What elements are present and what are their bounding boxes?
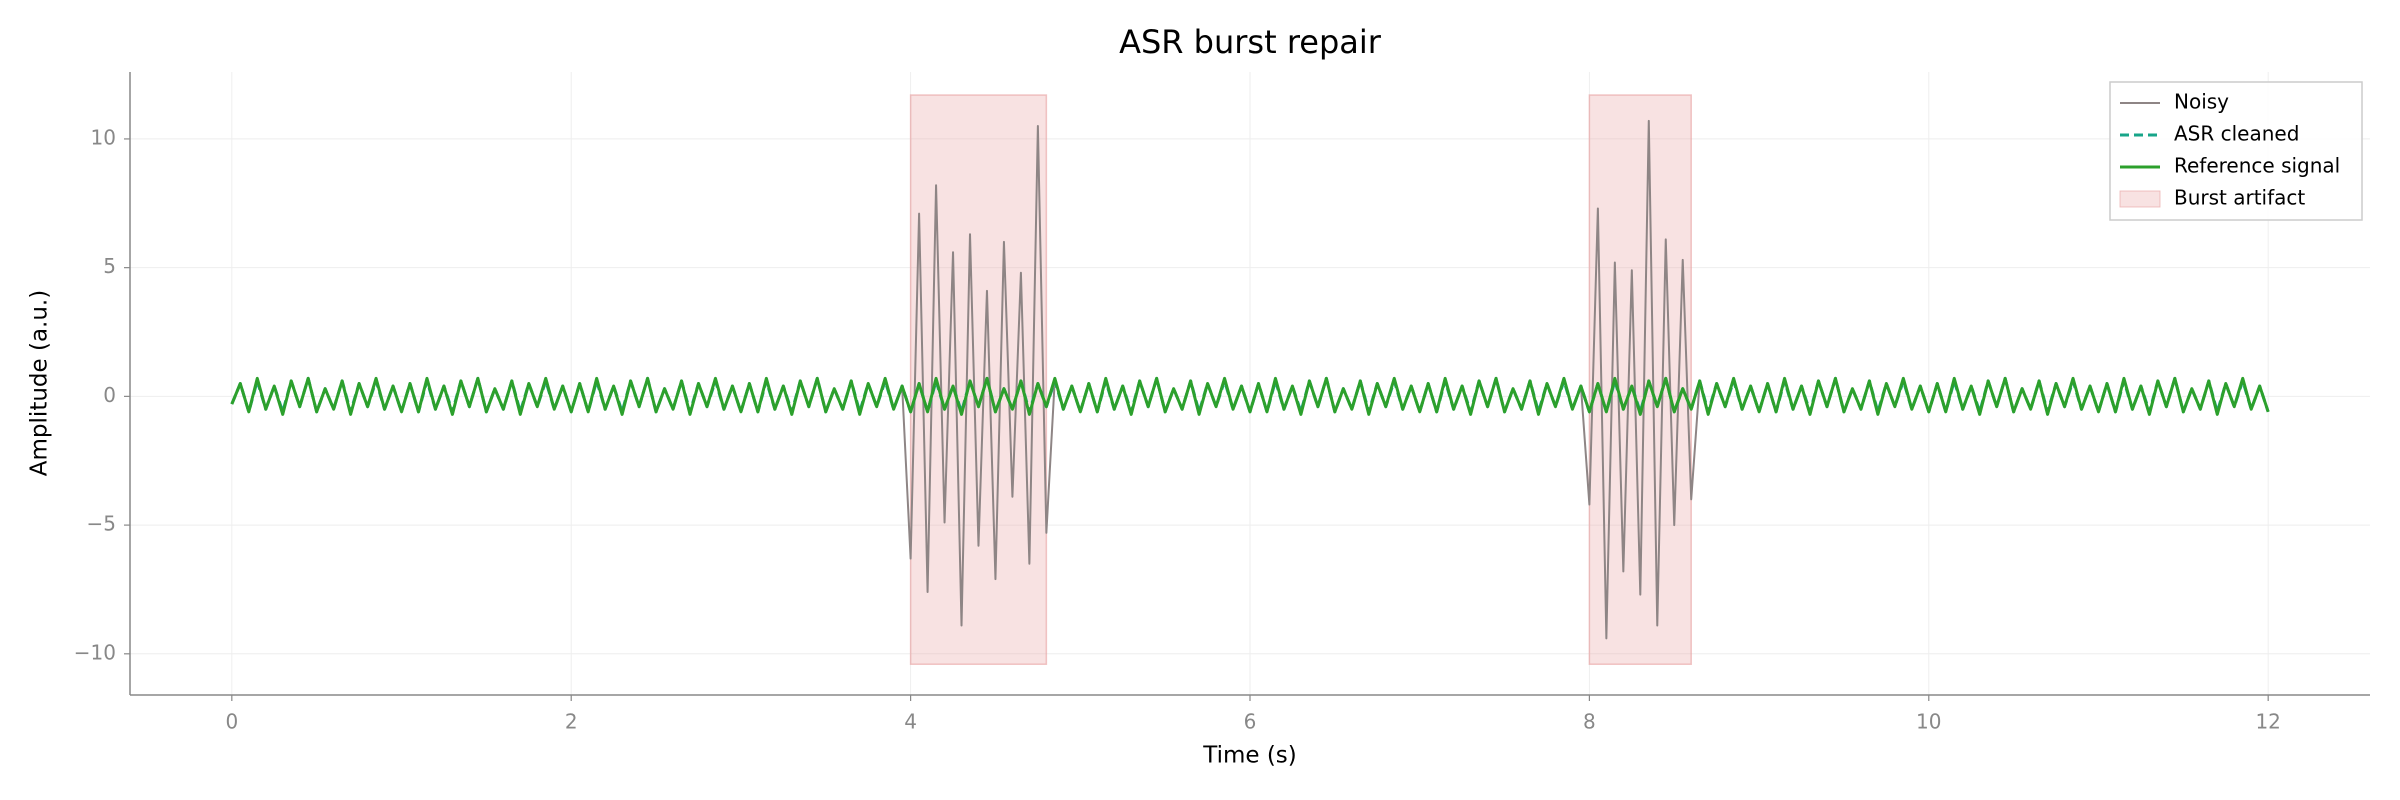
chart-title: ASR burst repair <box>1119 23 1382 61</box>
x-tick-label: 6 <box>1244 710 1257 734</box>
legend-box <box>2109 81 2363 221</box>
legend-swatch <box>2119 190 2161 208</box>
y-tick-label: −10 <box>74 640 116 664</box>
x-tick-label: 2 <box>565 710 578 734</box>
x-tick-label: 4 <box>904 710 917 734</box>
y-tick-label: 0 <box>103 383 116 407</box>
x-tick-label: 10 <box>1916 710 1941 734</box>
burst-region <box>909 94 1048 665</box>
legend-label: Reference signal <box>2174 154 2340 178</box>
series-line <box>230 376 2270 416</box>
x-tick-label: 8 <box>1583 710 1596 734</box>
y-tick-label: −5 <box>87 512 116 536</box>
legend-label: Burst artifact <box>2174 186 2305 210</box>
x-tick-label: 12 <box>2255 710 2280 734</box>
legend: Noisy ASR cleaned Reference signal Burst ar… <box>2109 81 2363 221</box>
y-axis-label: Amplitude (a.u.) <box>27 290 53 476</box>
legend-label: Noisy <box>2174 90 2229 114</box>
y-tick-label: 10 <box>91 125 116 149</box>
x-axis-label: Time (s) <box>1202 743 1297 769</box>
x-tick-label: 0 <box>225 710 238 734</box>
legend-label: ASR cleaned <box>2174 122 2299 146</box>
y-tick-label: 5 <box>103 254 116 278</box>
